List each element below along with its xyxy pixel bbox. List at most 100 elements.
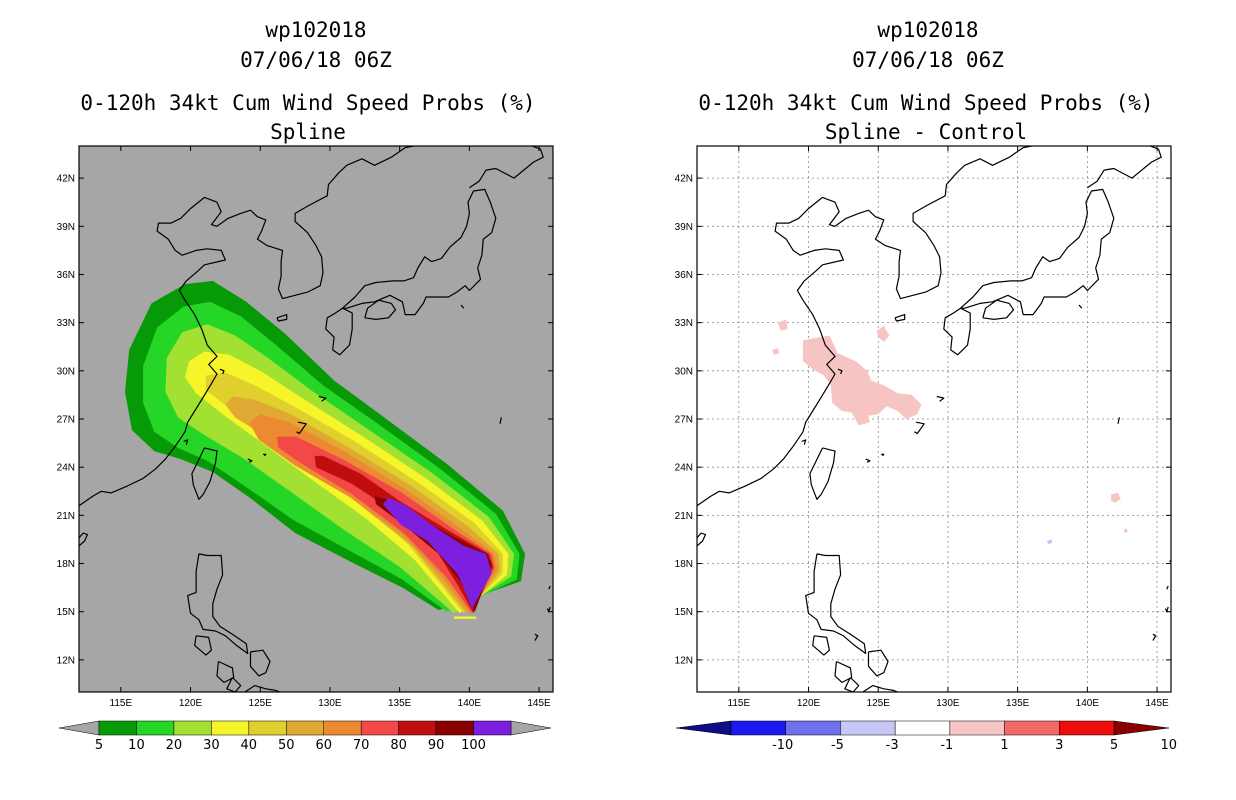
coastline xyxy=(364,299,397,320)
colorbar-swatch xyxy=(136,720,175,736)
y-tick-label: 18N xyxy=(57,559,75,570)
x-tick-label: 130E xyxy=(318,698,342,709)
colorbar-label: 30 xyxy=(203,738,220,753)
coastline xyxy=(1152,633,1157,641)
y-tick-label: 15N xyxy=(675,607,693,618)
y-tick-label: 15N xyxy=(57,607,75,618)
difference-patch xyxy=(1046,539,1053,545)
y-tick-label: 12N xyxy=(675,655,693,666)
colorbar-swatch xyxy=(730,720,786,736)
colorbar-swatch xyxy=(840,720,896,736)
y-tick-label: 21N xyxy=(57,511,75,522)
colorbar-label: 90 xyxy=(428,738,445,753)
coastline xyxy=(191,447,218,500)
coastline xyxy=(226,677,242,692)
colorbar-swatch xyxy=(323,720,362,736)
y-tick-label: 33N xyxy=(57,318,75,329)
y-tick-label: 21N xyxy=(675,511,693,522)
x-tick-label: 140E xyxy=(458,698,482,709)
coastline xyxy=(548,585,551,590)
y-tick-label: 30N xyxy=(57,366,75,377)
colorbar-under-arrow xyxy=(675,720,732,736)
colorbar-label: 5 xyxy=(95,738,103,753)
colorbar-swatch xyxy=(473,720,512,736)
coastline xyxy=(697,532,707,547)
colorbar-swatch xyxy=(286,720,324,736)
right-colorbar: -10 -5 -3 -1 1 3 5 10 xyxy=(675,720,1177,753)
left-title-storm-id: wp102018 xyxy=(265,18,366,42)
colorbar-swatch xyxy=(785,720,841,736)
colorbar-swatch xyxy=(1059,720,1115,736)
coastline xyxy=(809,447,836,500)
coastline xyxy=(805,553,867,655)
x-tick-label: 115E xyxy=(728,698,751,709)
coastline xyxy=(79,196,251,507)
coastline xyxy=(499,417,502,424)
map-clip-group xyxy=(79,146,553,692)
colorbar-swatch xyxy=(360,720,399,736)
coastline xyxy=(219,368,225,375)
colorbar-swatch xyxy=(949,720,1005,736)
y-tick-label: 33N xyxy=(675,318,693,329)
coastline xyxy=(194,635,212,656)
difference-patch xyxy=(1111,492,1121,503)
difference-patch xyxy=(876,325,890,342)
colorbar-label: -3 xyxy=(886,738,899,753)
coastline xyxy=(801,439,807,445)
y-tick-label: 42N xyxy=(675,174,693,185)
y-tick-label: 27N xyxy=(675,415,693,426)
map-clip-group xyxy=(697,146,1171,692)
colorbar-label: 5 xyxy=(1110,738,1118,753)
colorbar-label: 40 xyxy=(241,738,258,753)
coastline xyxy=(216,660,235,684)
colorbar-swatch xyxy=(248,720,287,736)
colorbar-under-arrow xyxy=(58,720,100,736)
coastline xyxy=(894,314,906,322)
colorbar-label: -10 xyxy=(772,738,793,753)
coastline xyxy=(460,304,465,309)
y-tick-label: 39N xyxy=(675,222,693,233)
coastline xyxy=(865,458,871,463)
coastline xyxy=(244,684,281,692)
colorbar-swatch xyxy=(1004,720,1060,736)
coastline xyxy=(325,307,353,356)
x-tick-label: 125E xyxy=(249,698,273,709)
colorbar-label: 3 xyxy=(1055,738,1063,753)
colorbar-over-arrow xyxy=(1113,720,1170,736)
probability-contour-70 xyxy=(277,436,495,614)
right-title-date: 07/06/18 06Z xyxy=(852,48,1004,72)
coastline xyxy=(862,684,899,692)
coastline xyxy=(276,314,288,322)
coastline xyxy=(187,553,249,655)
colorbar-swatch xyxy=(98,720,137,736)
colorbar-over-arrow xyxy=(510,720,552,736)
left-map-area: 115E 120E 125E 130E 135E 140E 145E 12N 15N 18N 21N… xyxy=(57,145,554,709)
coastline xyxy=(697,196,869,507)
coastline xyxy=(250,146,414,300)
colorbar-label: 50 xyxy=(278,738,295,753)
right-map-area: 115E 120E 125E 130E 135E 140E 145E 12N 15N 18N 21N… xyxy=(675,145,1172,709)
right-title-storm-id: wp102018 xyxy=(877,18,978,42)
coastline xyxy=(534,633,539,641)
colorbar-label: 20 xyxy=(166,738,183,753)
x-tick-label: 120E xyxy=(179,698,203,709)
left-panel: wp102018 07/06/18 06Z 0-120h 34kt Cum Wi… xyxy=(57,18,554,753)
x-tick-label: 140E xyxy=(1076,698,1100,709)
coastline xyxy=(960,188,1115,316)
y-tick-label: 39N xyxy=(57,222,75,233)
y-tick-label: 36N xyxy=(57,270,75,281)
colorbar-label: 70 xyxy=(353,738,370,753)
coastline xyxy=(844,677,860,692)
coastline xyxy=(318,395,327,402)
right-title-product: 0-120h 34kt Cum Wind Speed Probs (%) xyxy=(698,91,1153,115)
left-title-date: 07/06/18 06Z xyxy=(240,48,392,72)
x-tick-label: 145E xyxy=(1145,698,1169,709)
left-colorbar: 5 10 20 30 40 50 60 70 80 90 100 xyxy=(58,720,552,753)
colorbar-swatch xyxy=(435,720,474,736)
coastline xyxy=(247,458,253,463)
difference-patch xyxy=(1123,528,1128,533)
colorbar-swatch xyxy=(398,720,437,736)
coastline xyxy=(812,635,831,656)
coastline xyxy=(469,146,544,189)
coastline xyxy=(183,439,189,445)
